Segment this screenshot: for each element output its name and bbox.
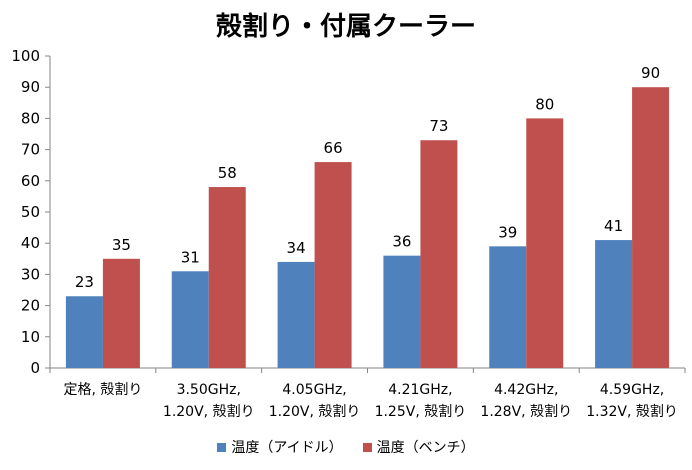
data-label: 80 [535,95,554,113]
y-tick-label: 50 [21,203,40,221]
bar [171,271,209,368]
legend-label: 温度（ベンチ） [376,440,475,456]
legend-label: 温度（アイドル） [231,440,343,456]
bar [208,187,246,368]
data-label: 39 [498,223,517,241]
data-label: 34 [287,239,306,257]
y-tick-label: 40 [21,234,40,252]
bar [277,261,315,368]
legend-swatch [217,442,227,452]
y-tick-label: 90 [21,78,40,96]
y-tick-label: 20 [21,297,40,315]
legend-swatch [362,442,372,452]
bar [65,296,103,368]
x-category-label: 1.20V, 殻割り [269,403,361,420]
bar [102,258,140,368]
chart-title: 殻割り・付属クーラー [215,12,476,42]
y-tick-label: 0 [30,359,40,377]
bar [595,240,633,368]
y-tick-label: 10 [21,328,40,346]
legend-item: 温度（ベンチ） [362,437,475,457]
y-tick-label: 70 [21,141,40,159]
data-label: 58 [218,164,237,182]
y-tick-label: 30 [21,265,40,283]
legend-item: 温度（アイドル） [217,437,343,457]
data-label: 35 [112,236,131,254]
bar [420,140,458,368]
data-label: 90 [641,64,660,82]
data-label: 31 [181,248,200,266]
y-tick-label: 80 [21,109,40,127]
bar [632,87,670,368]
x-category-label: 3.50GHz, [177,382,241,398]
bar [489,246,527,368]
chart-legend: 温度（アイドル） 温度（ベンチ） [0,437,692,457]
x-category-label: 定格, 殻割り [63,381,142,398]
x-category-label: 4.59GHz, [600,382,664,398]
bar [383,255,421,368]
x-category-label: 4.21GHz, [388,382,452,398]
x-category-label: 1.28V, 殻割り [480,403,572,420]
x-category-label: 1.20V, 殻割り [163,403,255,420]
y-tick-label: 60 [21,172,40,190]
data-label: 66 [324,139,343,157]
x-category-label: 4.05GHz, [282,382,346,398]
data-label: 36 [392,233,411,251]
bar [314,162,352,368]
y-tick-label: 100 [11,47,40,65]
data-label: 73 [429,117,448,135]
x-category-label: 1.32V, 殻割り [586,403,678,420]
x-category-label: 4.42GHz, [494,382,558,398]
data-label: 41 [604,217,623,235]
bar [526,118,564,369]
x-category-label: 1.25V, 殻割り [375,403,467,420]
data-label: 23 [75,273,94,291]
